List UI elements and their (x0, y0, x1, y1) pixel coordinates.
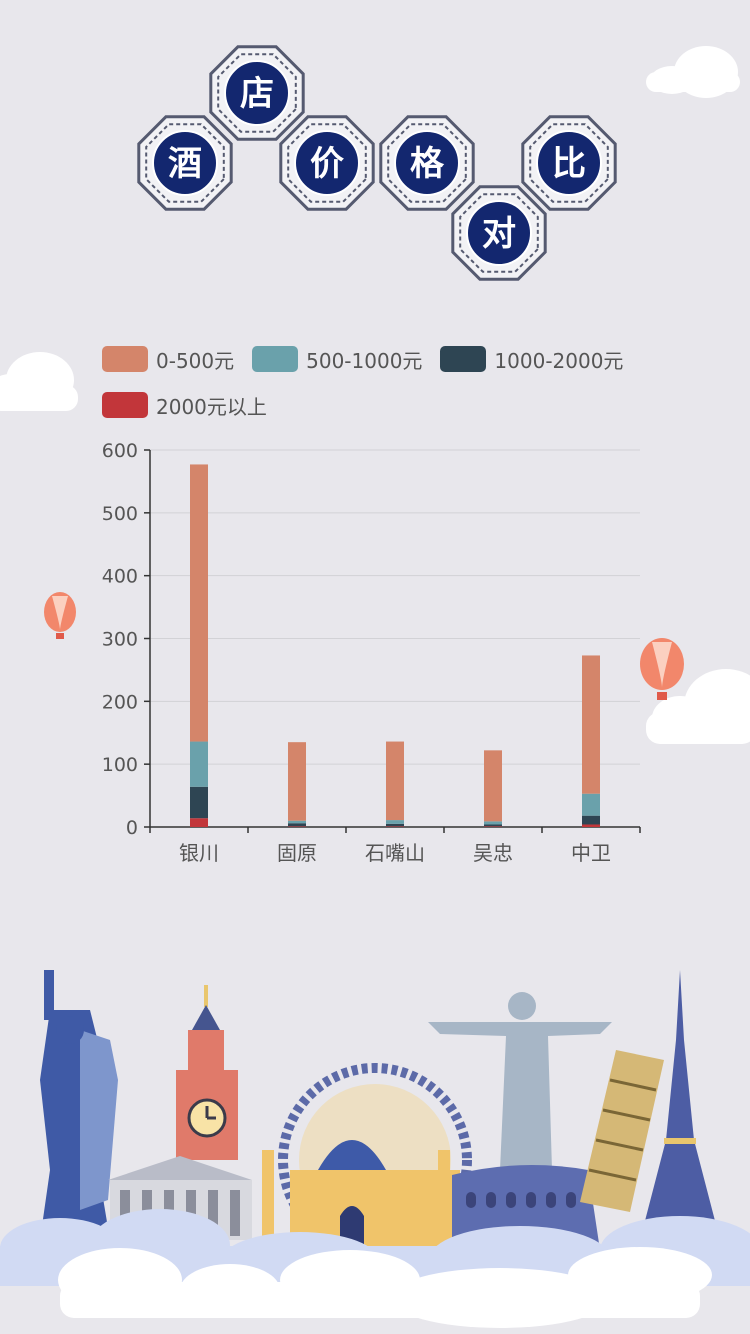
y-tick-label: 0 (126, 817, 138, 839)
title-char: 比 (552, 144, 586, 184)
x-tick-label: 石嘴山 (365, 841, 425, 865)
y-tick-label: 100 (102, 754, 138, 776)
legend-swatch (252, 346, 299, 372)
bar-segment[interactable] (484, 824, 502, 827)
pantheon-building-icon (108, 1156, 252, 1240)
y-tick-label: 500 (102, 503, 138, 525)
title-char: 酒 (168, 144, 202, 184)
chart-legend: 0-500元 500-1000元 1000-2000元 2000元以上 (102, 346, 662, 419)
x-tick-label: 吴忠 (473, 841, 513, 865)
legend-label: 2000元以上 (156, 394, 267, 419)
legend-swatch (102, 346, 148, 372)
legend-swatch (440, 346, 487, 372)
bar-segment[interactable] (582, 655, 600, 794)
cloud-icon (0, 1209, 750, 1292)
title-badge: 酒 (137, 115, 233, 211)
legend-item-1000-2000[interactable]: 1000-2000元 (440, 346, 624, 373)
bar-segment[interactable] (484, 750, 502, 822)
y-tick-label: 400 (102, 566, 138, 588)
title-badge: 对 (451, 185, 547, 281)
ferris-wheel-icon (278, 1063, 472, 1257)
legend-label: 500-1000元 (306, 348, 423, 373)
y-tick-label: 600 (102, 440, 138, 462)
title-badges: 酒店价 格对比 (137, 45, 617, 281)
bar-segment[interactable] (288, 820, 306, 824)
legend-item-0-500[interactable]: 0-500元 (102, 346, 235, 373)
title-badge: 价 (279, 115, 375, 211)
title-char: 店 (240, 74, 274, 114)
bar-segment[interactable] (190, 741, 208, 787)
colosseum-icon (452, 1165, 600, 1250)
legend-label: 0-500元 (156, 348, 235, 373)
y-tick-label: 300 (102, 629, 138, 651)
legend-swatch (102, 392, 148, 418)
bar-segment[interactable] (582, 815, 600, 825)
y-tick-label: 200 (102, 691, 138, 713)
bar-segment[interactable] (582, 793, 600, 816)
leaning-tower-of-pisa-icon (580, 1050, 664, 1212)
legend-label: 1000-2000元 (494, 348, 624, 373)
bar-segment[interactable] (190, 786, 208, 819)
bar-segment[interactable] (582, 824, 600, 827)
title-badge: 店 (209, 45, 305, 141)
bar-segment[interactable] (484, 821, 502, 825)
eiffel-tower-icon (640, 970, 720, 1240)
statue-of-liberty-icon (40, 970, 118, 1240)
big-ben-icon (176, 985, 238, 1160)
title-badge: 格 (379, 115, 475, 211)
legend-item-500-1000[interactable]: 500-1000元 (252, 346, 423, 373)
title-badge: 比 (521, 115, 617, 211)
title-char: 格 (410, 144, 445, 184)
taj-mahal-icon (262, 1140, 460, 1250)
title-char: 对 (482, 214, 516, 254)
bar-segment[interactable] (386, 823, 404, 827)
bar-segment[interactable] (484, 826, 502, 827)
bar-segment[interactable] (190, 818, 208, 827)
bar-segment[interactable] (386, 741, 404, 821)
title-char: 价 (310, 144, 344, 184)
legend-item-2000-plus[interactable]: 2000元以上 (102, 392, 267, 419)
bar-segment[interactable] (386, 820, 404, 824)
stacked-bar-chart: 0 100 200 300 400 500 600 银川 固原 石嘴山 吴忠 中卫 (102, 440, 641, 865)
christ-the-redeemer-icon (428, 992, 612, 1170)
x-tick-label: 固原 (277, 841, 317, 865)
bar-segment[interactable] (288, 742, 306, 821)
bar-segment[interactable] (386, 826, 404, 827)
cloud-icon (58, 1247, 712, 1328)
bar-segment[interactable] (288, 826, 306, 827)
bar-segment[interactable] (190, 464, 208, 742)
bar-segment[interactable] (288, 823, 306, 827)
x-tick-label: 银川 (179, 841, 219, 865)
x-tick-label: 中卫 (571, 841, 611, 865)
